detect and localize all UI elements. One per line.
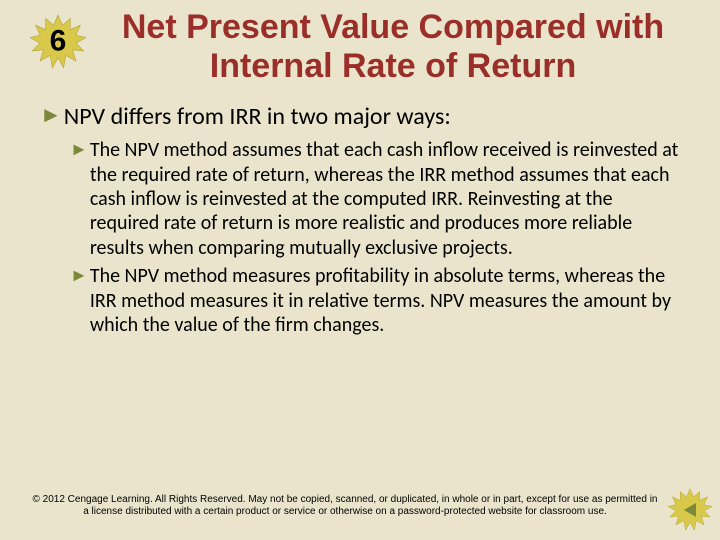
bullet-text: The NPV method assumes that each cash in…	[90, 138, 680, 260]
bullet-text: The NPV method measures profitability in…	[90, 264, 680, 337]
chapter-number: 6	[50, 24, 67, 58]
back-arrow-icon	[684, 503, 696, 517]
bullet-arrow-icon: ►	[40, 102, 62, 128]
slide-header: 6 Net Present Value Compared with Intern…	[0, 0, 720, 96]
chapter-badge: 6	[30, 14, 86, 70]
nav-back-badge[interactable]	[668, 488, 712, 532]
slide-content: ► NPV differs from IRR in two major ways…	[0, 96, 720, 337]
slide-title: Net Present Value Compared with Internal…	[86, 8, 700, 96]
bullet-text: NPV differs from IRR in two major ways:	[64, 102, 451, 132]
bullet-arrow-icon: ►	[70, 264, 88, 287]
bullet-arrow-icon: ►	[70, 138, 88, 161]
copyright-text: © 2012 Cengage Learning. All Rights Rese…	[30, 494, 660, 518]
bullet-level-1: ► NPV differs from IRR in two major ways…	[40, 102, 680, 132]
bullet-level-2: ► The NPV method assumes that each cash …	[70, 138, 680, 260]
bullet-level-2: ► The NPV method measures profitability …	[70, 264, 680, 337]
